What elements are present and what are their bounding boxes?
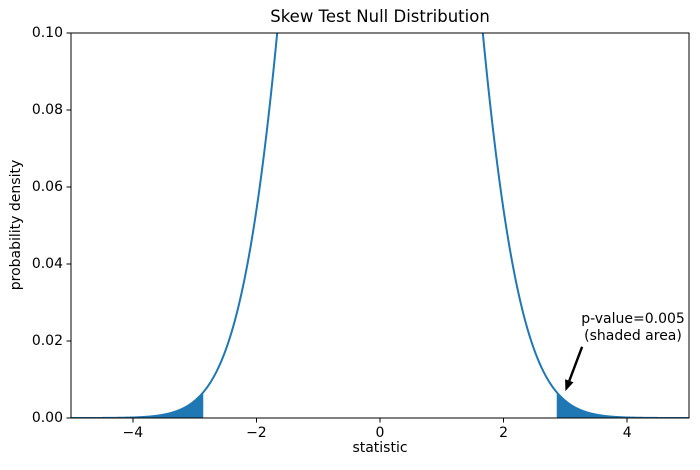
y-tick-label-0.10: 0.10: [31, 25, 63, 41]
annotation-arrow-shaft: [568, 346, 584, 382]
p-value-annotation: p-value=0.005 (shaded area): [581, 311, 685, 345]
x-axis-label: statistic: [352, 440, 408, 456]
x-tick-label-0: 0: [375, 425, 385, 441]
null-distribution-curve: [71, 33, 689, 418]
x-tick-label-2: 2: [499, 425, 509, 441]
y-tick-label-0.00: 0.00: [31, 410, 63, 426]
y-axis-label: probability density: [8, 159, 24, 291]
annotation-line-2: (shaded area): [584, 328, 682, 344]
y-tick-label-0.08: 0.08: [31, 102, 63, 118]
chart-title: Skew Test Null Distribution: [270, 7, 490, 26]
annotation-arrow-head: [565, 379, 574, 392]
x-tick-label--2: −2: [246, 425, 267, 441]
x-tick-label--4: −4: [122, 425, 144, 441]
annotation-line-1: p-value=0.005: [581, 311, 685, 327]
right-tail-shaded-region: [556, 392, 689, 418]
x-tick-label-4: 4: [622, 425, 632, 441]
plot-border: [70, 32, 690, 419]
y-tick-label-0.04: 0.04: [31, 256, 63, 272]
y-tick-label-0.06: 0.06: [31, 179, 63, 195]
left-tail-shaded-region: [71, 392, 204, 418]
y-tick-label-0.02: 0.02: [31, 333, 63, 349]
